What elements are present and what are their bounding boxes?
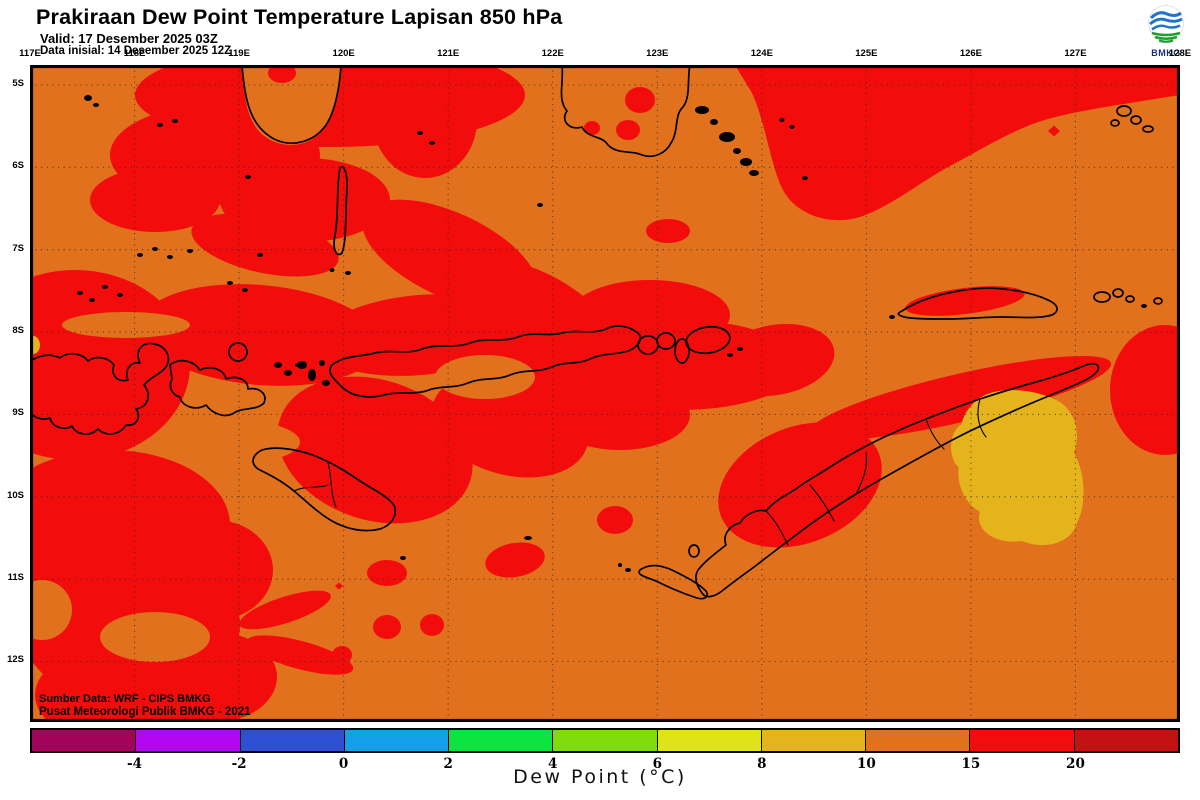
colorbar-segment [969, 730, 1074, 751]
red-accents [268, 65, 296, 83]
colorbar-tick-label: -2 [231, 756, 247, 772]
island-sumba [252, 447, 397, 532]
page-title: Prakiraan Dew Point Temperature Lapisan … [36, 5, 563, 29]
red-wedge-top-right [735, 65, 1180, 221]
colorbar-title: Dew Point (°C) [513, 766, 687, 788]
island-alor-chain [637, 325, 731, 364]
island-flores [329, 325, 642, 398]
colorbar [30, 728, 1180, 753]
lat-label: 9S [12, 407, 24, 419]
longitude-axis: 117E 118E 119E 120E 121E 122E 123E 124E 125E 126E… [19, 48, 1191, 63]
lon-label: 119E [228, 48, 250, 59]
data-source-credit: Sumber Data: WRF - CIPS BMKG [39, 693, 211, 705]
colorbar-segment [135, 730, 240, 751]
lat-label: 11S [7, 572, 24, 584]
colorbar-segment [32, 730, 136, 751]
bmkg-logo-label: BMKG [1151, 48, 1181, 58]
map-border [30, 65, 1180, 722]
gold-region-main [958, 390, 1084, 546]
colorbar-tick-label: 10 [856, 756, 876, 772]
colorbar-tick-label: 6 [652, 756, 662, 772]
island-timor-borders [765, 398, 987, 546]
colorbar-segment [448, 730, 553, 751]
lat-label: 10S [7, 489, 24, 501]
valid-time-label: Valid: 17 Desember 2025 03Z [40, 31, 218, 46]
colorbar-segment [760, 730, 866, 751]
small-island-specks [77, 95, 1147, 572]
colorbar-segment [1073, 730, 1178, 751]
colorbar-tick-label: 15 [961, 756, 981, 772]
island-wetar [897, 287, 1058, 320]
colorbar-segment [865, 730, 970, 751]
dewpoint-map [30, 65, 1180, 722]
lon-label: 127E [1064, 48, 1087, 59]
publisher-credit: Pusat Meteorologi Publik BMKG - 2021 [39, 706, 251, 718]
lon-label: 125E [855, 48, 878, 59]
gold-regions-8-10C [30, 336, 1084, 546]
lon-label: 126E [959, 48, 982, 59]
islands-top-right [1110, 105, 1154, 133]
island-sumbawa-west [30, 342, 170, 435]
lon-label: 123E [646, 48, 669, 59]
lon-label: 120E [332, 48, 355, 59]
island-sumbawa-east [169, 359, 266, 417]
lon-label: 124E [750, 48, 773, 59]
lon-label: 117E [19, 48, 41, 59]
island-semau [688, 544, 700, 558]
lat-label: 12S [7, 654, 24, 666]
lat-label: 5S [12, 78, 24, 89]
colorbar-segment [552, 730, 657, 751]
island-rote [638, 564, 709, 600]
island-sangeang [228, 342, 248, 362]
island-timor [695, 362, 1100, 598]
colorbar-tick-label: 2 [443, 756, 453, 772]
island-sulawesi-south-coast [241, 65, 342, 144]
lon-label: 118E [123, 48, 146, 59]
island-selayar [333, 166, 349, 256]
colorbar-segment [656, 730, 761, 751]
colorbar-segment [343, 730, 449, 751]
colorbar-tick-label: 0 [338, 756, 349, 772]
latitude-axis: 5S 6S 7S 8S 9S 10S 11S 12S [0, 65, 27, 722]
lat-label: 7S [12, 242, 24, 254]
colorbar-tick-label: -4 [127, 756, 143, 772]
lon-label: 128E [1168, 48, 1192, 59]
lat-lon-grid [30, 65, 1180, 722]
bmkg-logo-icon [1148, 5, 1184, 43]
lat-label: 6S [12, 160, 24, 172]
colorbar-tick-label: 4 [548, 756, 558, 772]
coastlines [30, 65, 1163, 600]
colorbar-tick-label: 8 [757, 756, 767, 772]
lon-label: 122E [541, 48, 564, 59]
island-buton-coast [560, 65, 691, 158]
map-canvas: Sumber Data: WRF - CIPS BMKG Pusat Meteo… [30, 65, 1180, 722]
colorbar-tick-labels: -4 -2 0 2 4 6 8 10 15 20 [30, 756, 1180, 772]
lon-label: 121E [437, 48, 460, 59]
colorbar-tick-label: 20 [1066, 756, 1085, 772]
colorbar-segment [239, 730, 344, 751]
lat-label: 8S [12, 325, 24, 337]
bmkg-logo: BMKG [1143, 3, 1189, 58]
islands-east-of-wetar [1093, 288, 1163, 305]
initial-data-label: Data inisial: 14 Desember 2025 12Z [40, 45, 232, 57]
island-sumba-border [293, 462, 337, 508]
